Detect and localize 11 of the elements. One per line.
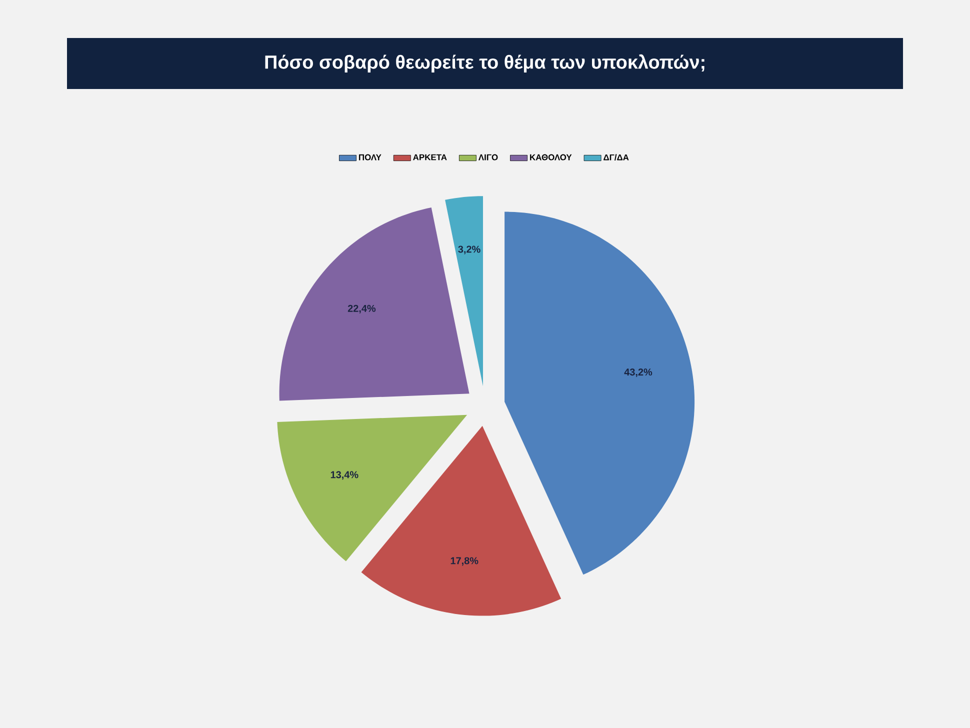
data-label: 17,8%: [450, 557, 478, 566]
data-label: 3,2%: [458, 246, 480, 254]
legend-label: ΠΟΛΥ: [358, 154, 382, 160]
legend-label: ΛΙΓΟ: [478, 154, 498, 160]
data-label: 43,2%: [624, 368, 652, 378]
data-label: 13,4%: [330, 471, 358, 480]
data-label: 22,4%: [348, 304, 376, 314]
legend-label: ΔΓ/ΔΑ: [604, 154, 629, 160]
chart-title: Πόσο σοβαρό θεωρείτε το θέμα των υποκλοπών;: [265, 54, 704, 73]
legend-label: ΑΡΚΕΤΑ: [413, 154, 447, 160]
legend-label: ΚΑΘΟΛΟΥ: [530, 154, 572, 160]
